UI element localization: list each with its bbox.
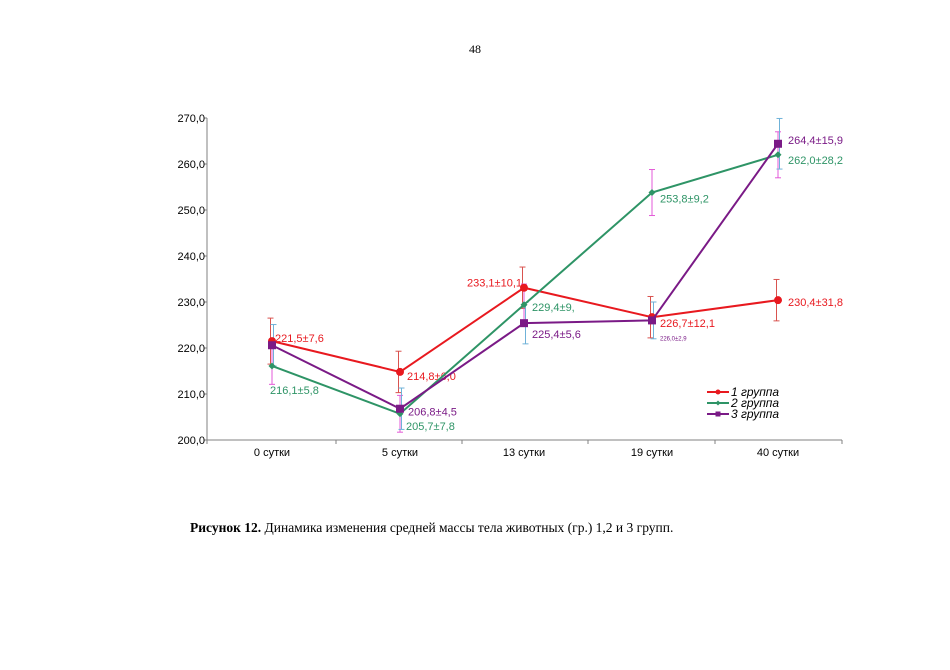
figure-caption: Рисунок 12. Динамика изменения средней м… (190, 520, 673, 536)
legend-label: 1 группа (731, 385, 779, 399)
data-point (648, 316, 656, 325)
data-point (268, 341, 276, 350)
x-tick-label: 13 сутки (503, 447, 545, 459)
series-line (271, 143, 779, 410)
chart: 200,0 210,0 220,0 230,0 240,0 250,0 260,0 270,0… (177, 113, 843, 459)
data-point (396, 367, 404, 376)
x-tick-label: 19 сутки (631, 447, 673, 459)
legend-marker (715, 411, 721, 417)
x-tick-label: 0 сутки (254, 447, 290, 459)
chart-svg: 200,0 210,0 220,0 230,0 240,0 250,0 260,0 270,0… (177, 113, 843, 459)
data-label: 221,5±7,6 (275, 333, 324, 345)
data-point (648, 189, 656, 197)
data-point (520, 319, 528, 328)
data-point (774, 139, 782, 148)
x-tick-label: 5 сутки (382, 447, 418, 459)
data-label: 226,7±12,1 (660, 318, 715, 330)
data-point (268, 362, 276, 370)
y-tick-label: 260,0 (177, 159, 205, 171)
y-tick-label: 200,0 (177, 435, 205, 447)
y-tick-label: 270,0 (177, 113, 205, 125)
y-tick-label: 210,0 (177, 389, 205, 401)
data-label: 229,4±9, (532, 302, 575, 314)
data-point (774, 151, 782, 159)
data-point (774, 296, 782, 305)
page-number: 48 (469, 42, 481, 56)
data-label: 214,8±6,0 (407, 371, 456, 383)
data-point (520, 283, 528, 292)
y-tick-label: 250,0 (177, 205, 205, 217)
caption-text: Динамика изменения средней массы тела жи… (264, 520, 674, 535)
data-label: 264,4±15,9 (788, 135, 843, 147)
legend-label: 3 группа (731, 407, 779, 421)
data-label: 216,1±5,8 (270, 385, 319, 397)
y-tick-label: 230,0 (177, 297, 205, 309)
y-tick-label: 220,0 (177, 343, 205, 355)
data-label: 230,4±31,8 (788, 297, 843, 309)
legend-label: 2 группа (730, 396, 779, 410)
data-label: 253,8±9,2 (660, 194, 709, 206)
data-label: 262,0±28,2 (788, 155, 843, 167)
data-label: 225,4±5,6 (532, 329, 581, 341)
data-label: 205,7±7,8 (406, 421, 455, 433)
y-tick-label: 240,0 (177, 251, 205, 263)
caption-label: Рисунок 12. (190, 520, 262, 535)
legend-marker (715, 389, 721, 395)
data-point (520, 301, 528, 309)
data-label: 206,8±4,5 (408, 407, 457, 419)
data-label: 226,0±2,9 (660, 336, 687, 342)
legend-marker (715, 400, 721, 406)
x-tick-label: 40 сутки (757, 447, 799, 459)
data-label: 233,1±10,1 (467, 278, 522, 290)
data-point (396, 404, 404, 413)
